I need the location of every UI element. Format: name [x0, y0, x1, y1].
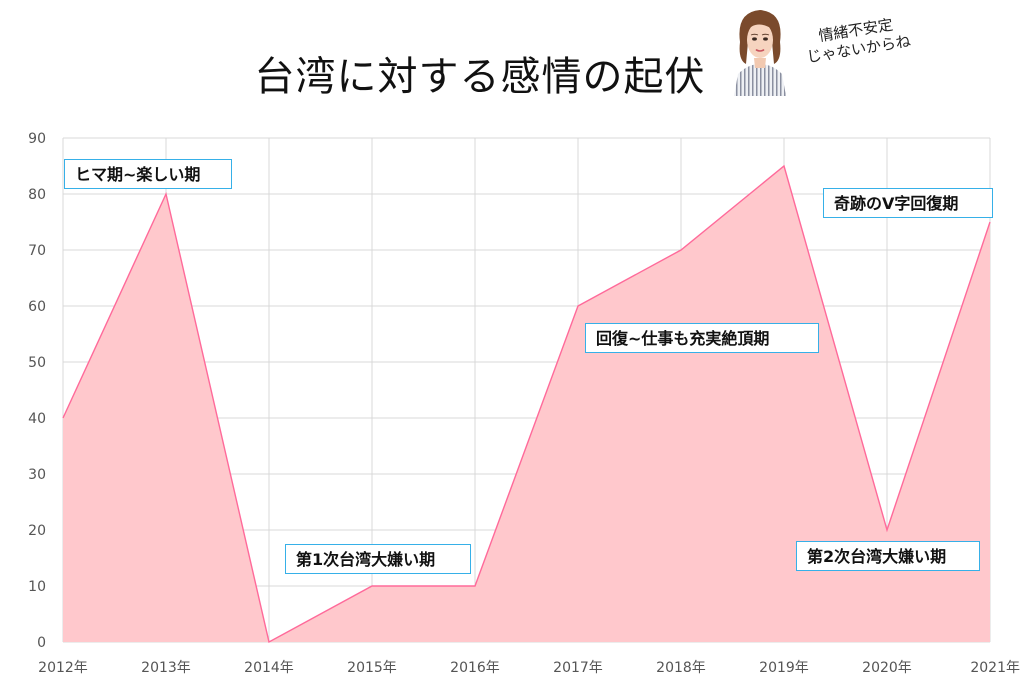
area-fill [63, 166, 990, 642]
x-tick-label-0: 2012年 [38, 660, 88, 676]
x-tick-label-6: 2018年 [656, 660, 706, 676]
y-tick-label-0: 0 [37, 635, 46, 651]
annotation-first-dislike: 第1次台湾大嫌い期 [285, 544, 471, 574]
annotation-second-dislike: 第2次台湾大嫌い期 [796, 541, 980, 571]
y-tick-label-5: 50 [28, 355, 46, 371]
y-tick-label-3: 30 [28, 467, 46, 483]
y-tick-label-7: 70 [28, 243, 46, 259]
y-tick-label-4: 40 [28, 411, 46, 427]
x-tick-label-1: 2013年 [141, 660, 191, 676]
x-tick-label-7: 2019年 [759, 660, 809, 676]
area-series [62, 164, 991, 644]
chart-title: 台湾に対する感情の起伏 [254, 54, 706, 100]
x-tick-label-5: 2017年 [553, 660, 603, 676]
y-tick-label-1: 10 [28, 579, 46, 595]
y-tick-label-6: 60 [28, 299, 46, 315]
annotation-v-recovery: 奇跡のV字回復期 [823, 188, 993, 218]
x-tick-label-4: 2016年 [450, 660, 500, 676]
annotation-hima: ヒマ期~楽しい期 [64, 159, 232, 189]
x-axis: 2012年 2013年 2014年 2015年 2016年 2017年 2018年 2019年… [38, 660, 1020, 676]
y-axis: 0 10 20 30 40 50 60 70 80 90 [28, 131, 46, 651]
series-line [62, 164, 991, 644]
y-tick-label-2: 20 [28, 523, 46, 539]
y-tick-label-9: 90 [28, 131, 46, 147]
x-tick-label-9: 2021年 [970, 660, 1020, 676]
annotation-recovery-peak: 回復~仕事も充実絶頂期 [585, 323, 819, 353]
avatar [734, 10, 786, 96]
y-tick-label-8: 80 [28, 187, 46, 203]
x-tick-label-2: 2014年 [244, 660, 294, 676]
x-tick-label-8: 2020年 [862, 660, 912, 676]
x-tick-label-3: 2015年 [347, 660, 397, 676]
